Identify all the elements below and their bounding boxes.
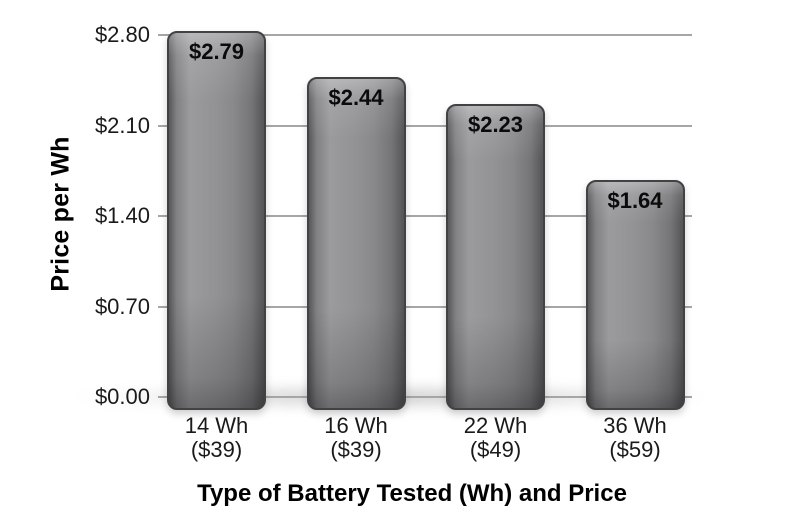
x-axis-title: Type of Battery Tested (Wh) and Price (197, 480, 627, 507)
y-tick-label: $0.00 (94, 384, 150, 409)
bar-value-label: $1.64 (607, 187, 663, 213)
gridline (158, 305, 692, 308)
category-label-line2: ($59) (609, 437, 661, 462)
category-label-line2: ($39) (330, 437, 382, 462)
y-tick-label: $2.80 (94, 22, 150, 47)
bar: $2.23 (446, 103, 545, 410)
gridline (158, 34, 692, 36)
category-label: 36 Wh ($59) (555, 414, 715, 462)
gridline (158, 124, 692, 127)
category-label-line2: ($49) (469, 437, 522, 462)
y-axis-title: Price per Wh (46, 136, 75, 292)
category-label-line1: 22 Wh (463, 413, 528, 438)
category-label: 22 Wh ($49) (416, 414, 576, 462)
category-label: 14 Wh ($39) (137, 414, 297, 462)
bar: $2.44 (306, 76, 406, 410)
category-label-line1: 14 Wh (184, 413, 249, 438)
y-tick-label: $2.10 (94, 112, 150, 138)
category-label: 16 Wh ($39) (276, 414, 436, 462)
category-label-line1: 16 Wh (324, 413, 388, 438)
y-tick-label: $0.70 (94, 293, 150, 319)
bar-value-label: $2.79 (188, 39, 245, 65)
gridline (158, 396, 692, 398)
category-label-line1: 36 Wh (603, 413, 667, 438)
category-label-line2: ($39) (190, 437, 243, 462)
bar-value-label: $2.23 (467, 111, 524, 137)
bar: $1.64 (585, 179, 685, 410)
bar-value-label: $2.44 (328, 84, 384, 110)
y-tick-label: $1.40 (94, 203, 150, 228)
bar: $2.79 (167, 31, 266, 410)
gridline (158, 215, 692, 217)
